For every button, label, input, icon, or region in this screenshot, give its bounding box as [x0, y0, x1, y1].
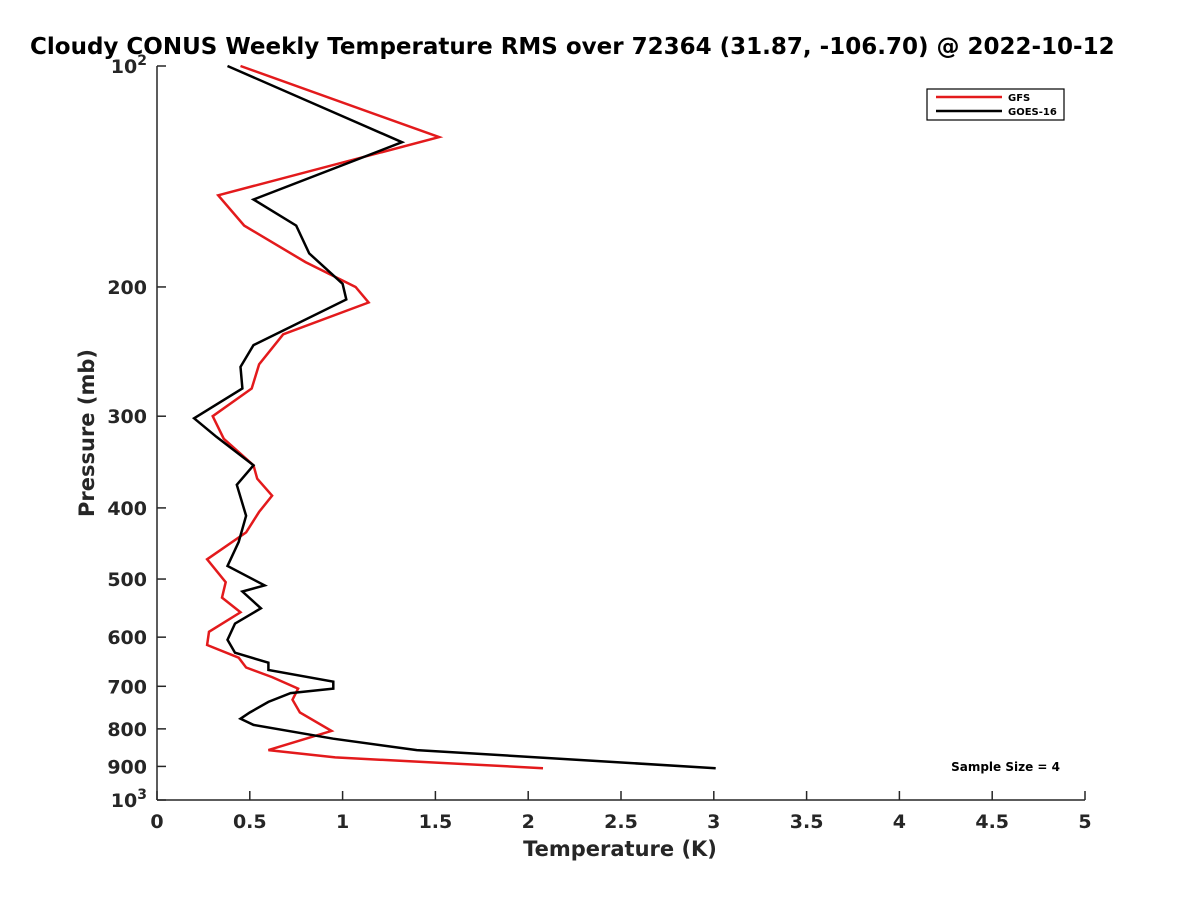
x-axis-label: Temperature (K) — [523, 837, 717, 861]
y-tick-label: 900 — [107, 756, 147, 778]
y-ticks: 102 200 300 400 500 600 700 800 900 103 — [107, 53, 166, 812]
y-tick-label: 102 — [111, 53, 147, 78]
x-tick-label: 5 — [1078, 811, 1091, 833]
x-tick-label: 1 — [336, 811, 349, 833]
y-tick-label: 500 — [107, 569, 147, 591]
y-tick-label: 400 — [107, 498, 147, 520]
x-ticks: 0 0.5 1 1.5 2 2.5 3 3.5 4 4.5 5 — [150, 791, 1092, 833]
series-line-gfs — [205, 64, 544, 770]
x-tick-label: 3.5 — [790, 811, 824, 833]
x-tick-label: 1.5 — [419, 811, 453, 833]
plot-lines — [191, 64, 716, 770]
x-tick-label: 4 — [893, 811, 906, 833]
y-tick-label: 800 — [107, 719, 147, 741]
legend-box — [926, 88, 1065, 121]
chart-title: Cloudy CONUS Weekly Temperature RMS over… — [30, 34, 1115, 60]
y-tick-label: 300 — [107, 406, 147, 428]
legend-label-goes16: GOES-16 — [1008, 107, 1057, 118]
sample-size-annotation: Sample Size = 4 — [951, 760, 1060, 774]
y-tick-label: 200 — [107, 277, 147, 299]
y-tick-label: 103 — [111, 787, 147, 812]
y-tick-label: 700 — [107, 676, 147, 698]
y-tick-label: 600 — [107, 627, 147, 649]
legend: GFS GOES-16 — [926, 88, 1065, 121]
legend-label-gfs: GFS — [1008, 93, 1030, 104]
x-tick-label: 2 — [522, 811, 535, 833]
x-tick-label: 0 — [150, 811, 163, 833]
series-line-goes16 — [191, 64, 716, 770]
x-tick-label: 4.5 — [975, 811, 1009, 833]
x-tick-label: 3 — [707, 811, 720, 833]
x-tick-label: 0.5 — [233, 811, 267, 833]
x-tick-label: 2.5 — [604, 811, 638, 833]
y-axis-label: Pressure (mb) — [75, 349, 99, 517]
